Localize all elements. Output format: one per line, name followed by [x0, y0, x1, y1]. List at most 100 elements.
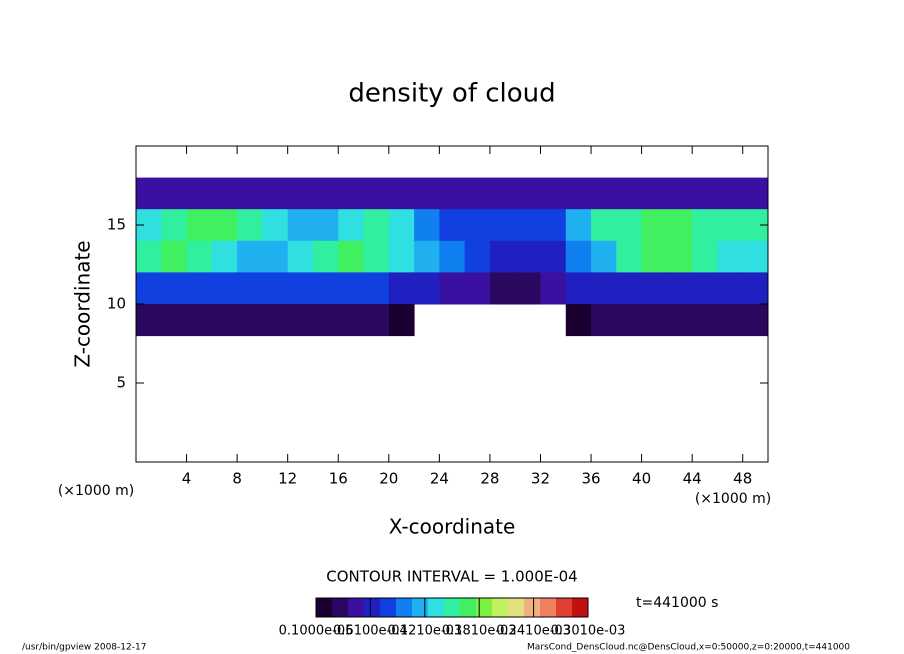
colorbar-cell — [508, 598, 525, 617]
heat-cell — [717, 209, 744, 242]
heat-cell — [136, 177, 162, 210]
heat-cell — [591, 272, 617, 305]
x-tick-label: 32 — [531, 470, 550, 488]
heat-cell — [211, 304, 238, 337]
colorbar-cell — [460, 598, 477, 617]
heat-cell — [161, 240, 188, 273]
heat-cell — [540, 177, 567, 210]
heat-cell — [237, 240, 263, 273]
heat-cell — [262, 240, 289, 273]
heat-cell — [641, 272, 668, 305]
heat-cell — [136, 240, 162, 273]
heat-cell — [464, 177, 491, 210]
heat-cell — [616, 240, 643, 273]
colorbar-cell — [572, 598, 589, 617]
heat-cell — [287, 272, 314, 305]
colorbar-tick-label: 0.2410e-03 — [496, 624, 571, 639]
heat-cell — [515, 240, 541, 273]
colorbar-cell — [540, 598, 557, 617]
heat-cell — [262, 272, 289, 305]
heat-cell — [136, 272, 162, 305]
x-unit: (×1000 m) — [695, 491, 771, 507]
x-tick-label: 24 — [430, 470, 449, 488]
heat-cell — [540, 272, 567, 305]
y-tick-label: 15 — [107, 216, 126, 234]
heat-cell — [186, 177, 213, 210]
colorbar-cell — [428, 598, 445, 617]
heat-cell — [464, 209, 491, 242]
heat-cell — [287, 240, 314, 273]
heat-cell — [262, 304, 289, 337]
x-tick-label: 16 — [329, 470, 348, 488]
heat-cell — [616, 272, 643, 305]
x-tick-label: 40 — [632, 470, 651, 488]
colorbar-cell — [556, 598, 573, 617]
heat-cell — [161, 304, 188, 337]
colorbar-cell — [412, 598, 429, 617]
heat-cell — [565, 209, 592, 242]
heat-cell — [186, 272, 213, 305]
heat-cell — [666, 177, 693, 210]
colorbar-cell — [348, 598, 365, 617]
heat-cell — [363, 304, 390, 337]
heat-cell — [616, 209, 643, 242]
heat-cell — [742, 304, 769, 337]
colorbar-cell — [332, 598, 349, 617]
colorbar-cell — [316, 598, 333, 617]
heat-cell — [616, 177, 643, 210]
heat-cell — [641, 304, 668, 337]
colorbar-cell — [364, 598, 381, 617]
heat-cell — [515, 272, 541, 305]
colorbar-tick-label: 0.1810e-03 — [442, 624, 517, 639]
colorbar-cell — [396, 598, 413, 617]
footer-left: /usr/bin/gpview 2008-12-17 — [22, 643, 146, 653]
heat-cell — [616, 304, 643, 337]
x-tick-label: 44 — [683, 470, 702, 488]
colorbar-tick-label: 0.3010e-03 — [551, 624, 626, 639]
heat-cell — [591, 304, 617, 337]
heat-cell — [136, 304, 162, 337]
heat-cell — [540, 209, 567, 242]
heat-cell — [312, 209, 339, 242]
heat-cell — [312, 304, 339, 337]
heat-cell — [414, 177, 440, 210]
heat-cell — [338, 177, 365, 210]
heat-cell — [666, 272, 693, 305]
y-tick-label: 10 — [107, 295, 126, 313]
heat-cell — [237, 304, 263, 337]
heat-cell — [439, 240, 466, 273]
colorbar-cell — [492, 598, 509, 617]
x-tick-label: 48 — [733, 470, 752, 488]
heat-cell — [565, 240, 592, 273]
heat-cell — [312, 177, 339, 210]
heat-cell — [388, 272, 415, 305]
contour-interval: CONTOUR INTERVAL = 1.000E-04 — [326, 568, 577, 586]
footer-right: MarsCond_DensCloud.nc@DensCloud,x=0:5000… — [527, 643, 850, 653]
y-unit: (×1000 m) — [58, 483, 134, 499]
heat-cell — [186, 240, 213, 273]
colorbar-tick-label: 0.1000e-05 — [279, 624, 354, 639]
y-axis-label: Z-coordinate — [71, 240, 95, 367]
heat-cell — [237, 209, 263, 242]
heat-cell — [641, 177, 668, 210]
heat-cell — [439, 177, 466, 210]
heat-cell — [489, 240, 516, 273]
heat-cell — [439, 209, 466, 242]
heat-cell — [338, 304, 365, 337]
heat-cell — [262, 209, 289, 242]
heat-cell — [641, 209, 668, 242]
heat-cell — [237, 177, 263, 210]
heat-cell — [692, 209, 718, 242]
heat-cell — [388, 209, 415, 242]
heat-cell — [363, 240, 390, 273]
heat-cell — [489, 272, 516, 305]
heat-cell — [363, 177, 390, 210]
x-tick-label: 12 — [278, 470, 297, 488]
colorbar-cell — [476, 598, 493, 617]
colorbar-cell — [380, 598, 397, 617]
colorbar-cell — [524, 598, 541, 617]
heat-cell — [312, 240, 339, 273]
heat-cell — [287, 304, 314, 337]
heat-cell — [237, 272, 263, 305]
x-tick-label: 20 — [379, 470, 398, 488]
